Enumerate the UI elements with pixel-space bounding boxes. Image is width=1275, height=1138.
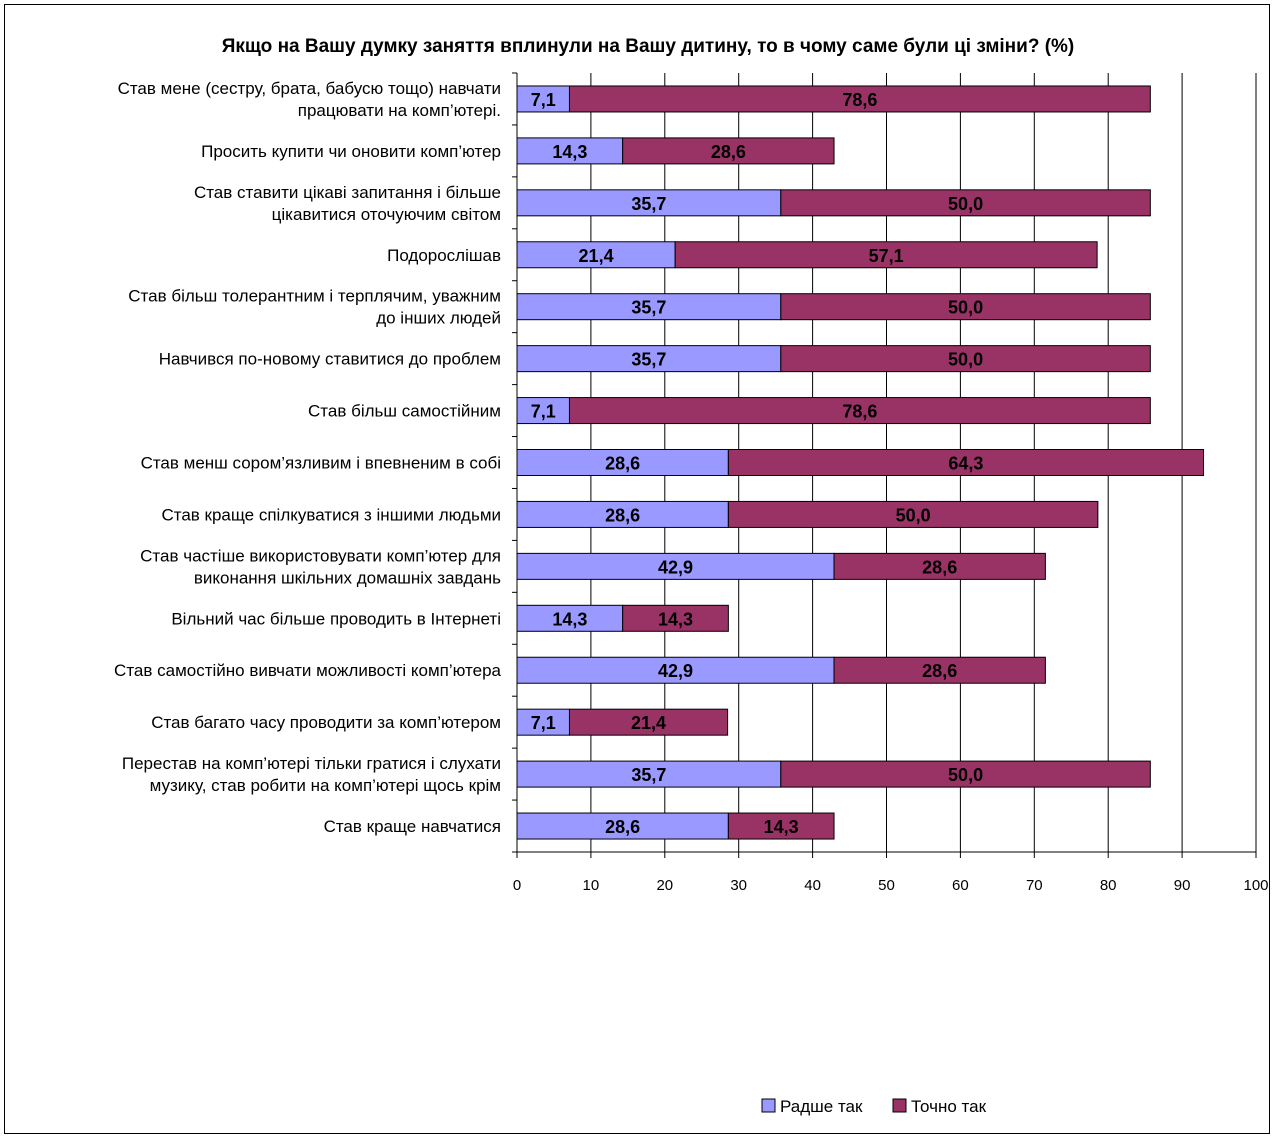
category-label: до інших людей (376, 309, 501, 328)
category-label: Став більш толерантним і терплячим, уваж… (128, 287, 501, 306)
category-label: працювати на комп’ютері. (298, 101, 501, 120)
category-label: Подорослішав (387, 246, 501, 265)
legend-label: Точно так (911, 1097, 987, 1116)
data-label: 28,6 (922, 661, 957, 681)
bar-radshe-tak (516, 449, 729, 476)
bar-tochno-tak (780, 189, 1151, 217)
category-label: Вільний час більше проводить в Інтернеті (171, 609, 501, 628)
legend-swatch (761, 1098, 776, 1113)
bar-radshe-tak (516, 656, 835, 684)
category-label: Навчився по-новому ставитися до проблем (159, 350, 501, 369)
bar-tochno-tak (727, 812, 835, 840)
category-label: Став частіше використовувати комп’ютер д… (140, 546, 501, 565)
category-label: музику, став робити на комп’ютері щось к… (150, 776, 501, 795)
data-label: 50,0 (948, 350, 983, 370)
bar-tochno-tak (674, 241, 1098, 269)
category-label: Став багато часу проводити за комп’ютеро… (151, 713, 501, 732)
category-label: Став ставити цікаві запитання і більше (194, 183, 501, 202)
data-label: 35,7 (631, 350, 666, 370)
bar-radshe-tak (516, 500, 729, 528)
category-label: Став самостійно вивчати можливості комп’… (114, 661, 501, 680)
data-label: 35,7 (631, 298, 666, 318)
bar-radshe-tak (516, 241, 676, 269)
bar-tochno-tak (780, 293, 1151, 321)
x-tick-label: 30 (730, 877, 747, 894)
data-label: 7,1 (531, 713, 556, 733)
category-label: Став краще спілкуватися з іншими людьми (161, 505, 501, 524)
bar-tochno-tak (568, 397, 1151, 425)
data-label: 50,0 (948, 194, 983, 214)
x-tick-label: 10 (583, 877, 600, 894)
data-label: 7,1 (531, 90, 556, 110)
bar-tochno-tak (568, 708, 729, 736)
data-label: 28,6 (605, 817, 640, 837)
x-tick-label: 0 (513, 877, 521, 894)
data-label: 50,0 (896, 505, 931, 525)
category-label: Став більш самостійним (308, 402, 501, 421)
chart-title: Якщо на Вашу думку заняття вплинули на В… (222, 36, 1075, 57)
data-label: 21,4 (579, 246, 614, 266)
data-label: 35,7 (631, 765, 666, 785)
bars: 7,1 78,6 14,3 28,6 35,7 50,0 21,4 57,1 35,7 50,0 3… (516, 85, 1205, 840)
x-tick-labels: 0 10 20 30 40 50 60 70 80 90 100 (513, 877, 1269, 894)
data-label: 42,9 (658, 557, 693, 577)
legend-label: Радше так (780, 1097, 863, 1116)
category-label: Став мене (сестру, брата, бабусю тощо) н… (118, 79, 501, 98)
data-label: 64,3 (948, 454, 983, 474)
category-label: Став краще навчатися (324, 817, 501, 836)
data-label: 28,6 (605, 505, 640, 525)
data-label: 14,3 (552, 142, 587, 162)
x-tick-label: 100 (1243, 877, 1268, 894)
x-tick-label: 40 (804, 877, 821, 894)
x-tick-label: 80 (1100, 877, 1117, 894)
legend: Радше так Точно так (761, 1097, 987, 1116)
data-label: 21,4 (631, 713, 666, 733)
data-label: 57,1 (869, 246, 904, 266)
data-label: 28,6 (922, 557, 957, 577)
x-tick-label: 50 (878, 877, 895, 894)
category-label: Став менш сором’язливим і впевненим в со… (141, 454, 501, 473)
category-label: виконання шкільних домашніх завдань (194, 568, 501, 587)
bar-tochno-tak (622, 604, 729, 632)
bar-radshe-tak (516, 345, 782, 373)
data-label: 78,6 (842, 90, 877, 110)
bar-radshe-tak (516, 397, 570, 425)
bar-tochno-tak (833, 552, 1046, 580)
data-label: 42,9 (658, 661, 693, 681)
data-label: 14,3 (658, 609, 693, 629)
axes (512, 72, 1257, 858)
bar-tochno-tak (568, 85, 1151, 113)
data-label: 14,3 (764, 817, 799, 837)
category-labels: Став мене (сестру, брата, бабусю тощо) н… (114, 79, 501, 836)
data-label: 50,0 (948, 298, 983, 318)
x-tick-label: 20 (656, 877, 673, 894)
bar-tochno-tak (833, 656, 1046, 684)
bar-radshe-tak (516, 760, 782, 788)
data-label: 28,6 (711, 142, 746, 162)
data-label: 78,6 (842, 402, 877, 422)
legend-swatch (892, 1098, 907, 1113)
category-label: цікавитися оточуючим світом (272, 205, 501, 224)
data-label: 35,7 (631, 194, 666, 214)
bar-tochno-tak (622, 137, 835, 165)
category-label: Просить купити чи оновити комп’ютер (201, 142, 501, 161)
data-label: 7,1 (531, 402, 556, 422)
x-tick-label: 90 (1174, 877, 1191, 894)
bar-tochno-tak (727, 500, 1099, 528)
bar-tochno-tak (780, 760, 1151, 788)
bar-tochno-tak (727, 449, 1205, 476)
x-tick-label: 60 (952, 877, 969, 894)
x-tick-label: 70 (1026, 877, 1043, 894)
bar-radshe-tak (516, 708, 570, 736)
bar-tochno-tak (780, 345, 1151, 373)
category-label: Перестав на комп’ютері тільки гратися і … (122, 754, 501, 773)
data-label: 50,0 (948, 765, 983, 785)
data-label: 28,6 (605, 454, 640, 474)
bar-radshe-tak (516, 812, 729, 840)
data-label: 14,3 (552, 609, 587, 629)
